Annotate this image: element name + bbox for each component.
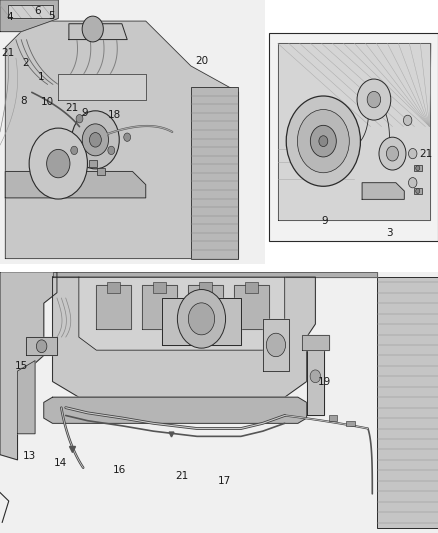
Circle shape (416, 166, 420, 171)
Polygon shape (79, 277, 285, 350)
Text: 10: 10 (41, 98, 54, 107)
Polygon shape (0, 0, 58, 31)
Bar (269, 33, 438, 241)
Bar (328, 416, 337, 421)
Polygon shape (44, 397, 307, 423)
Text: 8: 8 (20, 96, 27, 106)
Circle shape (266, 333, 286, 357)
Circle shape (311, 125, 336, 157)
Circle shape (286, 96, 360, 187)
Polygon shape (5, 21, 238, 259)
Polygon shape (5, 172, 146, 198)
Text: 3: 3 (386, 228, 392, 238)
Text: 1: 1 (38, 71, 44, 82)
Circle shape (82, 124, 109, 156)
Text: 15: 15 (15, 361, 28, 371)
Circle shape (46, 149, 70, 178)
Text: 18: 18 (107, 110, 120, 120)
Bar (0, 264, 438, 272)
Text: 13: 13 (23, 451, 36, 461)
Text: 9: 9 (321, 216, 328, 226)
Circle shape (357, 79, 391, 120)
Circle shape (89, 133, 101, 147)
Bar (0, 0, 265, 264)
Text: 20: 20 (195, 55, 208, 66)
Bar (413, 188, 422, 194)
Circle shape (36, 340, 47, 353)
Circle shape (108, 146, 115, 155)
Polygon shape (18, 361, 35, 434)
Text: 21: 21 (420, 149, 433, 159)
Text: 21: 21 (65, 103, 78, 113)
Circle shape (188, 303, 215, 335)
Circle shape (409, 177, 417, 188)
Circle shape (409, 149, 417, 159)
Circle shape (177, 289, 226, 348)
Polygon shape (307, 345, 324, 416)
Text: 16: 16 (113, 465, 126, 475)
Text: 19: 19 (318, 376, 331, 386)
Circle shape (367, 91, 381, 108)
Polygon shape (234, 285, 269, 329)
Text: 5: 5 (48, 11, 55, 21)
Bar (0, 272, 438, 533)
Circle shape (71, 146, 78, 155)
Text: 21: 21 (175, 471, 188, 481)
Polygon shape (0, 272, 57, 460)
Bar (413, 165, 422, 171)
Circle shape (71, 111, 119, 169)
Bar (346, 421, 355, 426)
Bar (89, 160, 97, 167)
Text: 2: 2 (22, 58, 28, 68)
Polygon shape (8, 5, 53, 19)
Bar (107, 282, 120, 293)
Circle shape (297, 110, 349, 173)
Bar (199, 282, 212, 293)
Circle shape (82, 16, 103, 42)
Polygon shape (263, 319, 289, 371)
Polygon shape (278, 43, 430, 220)
Text: 17: 17 (218, 477, 231, 486)
Circle shape (310, 370, 321, 383)
Polygon shape (58, 74, 146, 100)
Text: 6: 6 (34, 6, 40, 16)
Polygon shape (302, 335, 328, 350)
Text: 9: 9 (81, 108, 88, 118)
Bar (97, 168, 105, 175)
Circle shape (76, 115, 83, 123)
Circle shape (386, 146, 399, 161)
Polygon shape (162, 298, 241, 345)
Text: 14: 14 (54, 458, 67, 468)
Polygon shape (53, 277, 315, 397)
Bar (245, 282, 258, 293)
Polygon shape (96, 285, 131, 329)
Circle shape (416, 189, 420, 193)
Polygon shape (188, 285, 223, 329)
Circle shape (403, 115, 412, 125)
Polygon shape (142, 285, 177, 329)
Circle shape (29, 128, 88, 199)
Circle shape (124, 133, 131, 141)
Bar (153, 282, 166, 293)
Text: 4: 4 (7, 12, 14, 22)
Polygon shape (362, 183, 404, 199)
Circle shape (379, 137, 406, 170)
Circle shape (319, 136, 328, 147)
Polygon shape (26, 337, 57, 356)
Polygon shape (53, 272, 377, 277)
Bar (191, 87, 238, 259)
Bar (377, 277, 438, 528)
Polygon shape (69, 24, 127, 39)
Text: 21: 21 (1, 49, 14, 58)
